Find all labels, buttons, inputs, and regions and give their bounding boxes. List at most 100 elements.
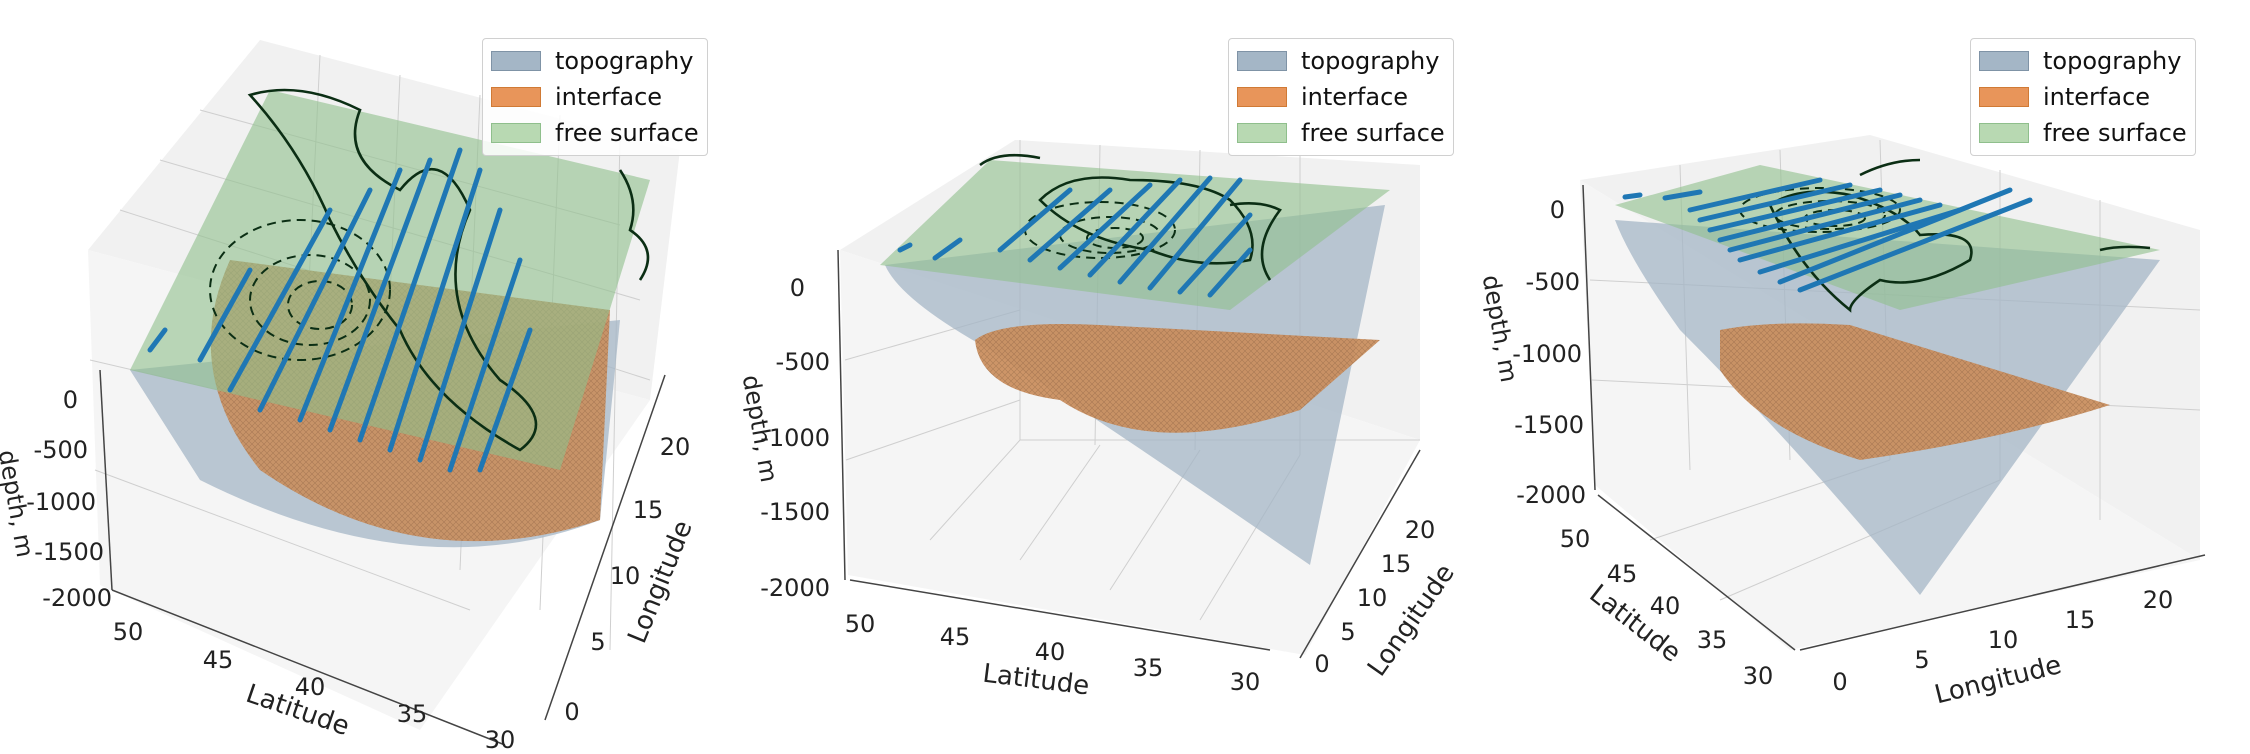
- legend-swatch-topography: [491, 51, 541, 71]
- panel-2-y-tick-4: 20: [1405, 516, 1436, 544]
- panel-1-streamlines: [147, 147, 533, 473]
- panel-2: 0 -500 -1000 -1500 -2000 depth, m 50 45 …: [737, 140, 1461, 701]
- legend-label: interface: [1301, 83, 1409, 111]
- panel-1-z-tick-0: 0: [63, 386, 78, 414]
- panel-2-z-tick-2: -1000: [760, 424, 830, 452]
- panel-1-z-axis: [99, 369, 113, 591]
- panel-2-z-tick-0: 0: [790, 274, 805, 302]
- panel-2-x-axis: [849, 579, 1271, 651]
- panel-2-x-tick-2: 40: [1035, 638, 1066, 666]
- panel-1-contours: [247, 88, 650, 452]
- panel-3-x-tick-4: 30: [1743, 662, 1774, 690]
- panel-1-z-tick-2: -1000: [26, 488, 96, 516]
- panel-1-z-tick-3: -1500: [34, 538, 104, 566]
- panel-3-y-tick-0: 0: [1832, 668, 1847, 696]
- legend-entry-interface: interface: [491, 79, 699, 115]
- legend-label: interface: [555, 83, 663, 111]
- panel-2-x-tick-3: 35: [1133, 654, 1164, 682]
- panel-3-y-tick-2: 10: [1988, 626, 2019, 654]
- panel-1-y-tick-3: 15: [633, 496, 664, 524]
- panel-2-y-axis: [1299, 449, 1421, 659]
- panel-1-x-tick-2: 40: [295, 673, 326, 701]
- panel-3-z-tick-0: 0: [1550, 196, 1565, 224]
- panel-3-y-label: Longitude: [1932, 650, 2065, 710]
- panel-3-y-tick-4: 20: [2143, 586, 2174, 614]
- legend-label: interface: [2043, 83, 2151, 111]
- legend-label: free surface: [555, 119, 699, 147]
- panel-3-z-tick-3: -1500: [1514, 411, 1584, 439]
- legend-entry-interface: interface: [1237, 79, 1445, 115]
- panel-2-interface: [975, 324, 1380, 433]
- panel-1: 0 -500 -1000 -1500 -2000 depth, m 50 45 …: [0, 40, 699, 754]
- panel-1-y-axis: [544, 374, 666, 721]
- panel-2-y-tick-1: 5: [1340, 618, 1355, 646]
- legend-swatch-free-surface: [491, 123, 541, 143]
- legend-swatch-interface: [1979, 87, 2029, 107]
- legend-entry-free-surface: free surface: [1979, 115, 2187, 151]
- panel-2-free-surface: [880, 160, 1390, 310]
- panel-2-x-tick-0: 50: [845, 610, 876, 638]
- panel-3-x-tick-0: 50: [1560, 525, 1591, 553]
- panel-2-y-tick-0: 0: [1314, 650, 1329, 678]
- panel-1-y-tick-1: 5: [590, 628, 605, 656]
- legend-entry-free-surface: free surface: [1237, 115, 1445, 151]
- panel-3-y-tick-1: 5: [1914, 646, 1929, 674]
- panel-3: 0 -500 -1000 -1500 -2000 depth, m 50 45 …: [1477, 135, 2206, 710]
- legend-swatch-free-surface: [1237, 123, 1287, 143]
- panel-1-dashed-contours: [209, 219, 391, 361]
- panel-3-z-tick-1: -500: [1526, 268, 1580, 296]
- panel-1-x-axis: [111, 589, 506, 746]
- legend-entry-topography: topography: [1237, 43, 1445, 79]
- panel-2-y-label: Longitude: [1362, 559, 1461, 682]
- legend-entry-topography: topography: [1979, 43, 2187, 79]
- panel-1-legend: topography interface free surface: [482, 38, 708, 156]
- legend-swatch-topography: [1979, 51, 2029, 71]
- legend-entry-free-surface: free surface: [491, 115, 699, 151]
- legend-label: free surface: [2043, 119, 2187, 147]
- panel-3-x-axis: [1597, 494, 1796, 651]
- legend-swatch-topography: [1237, 51, 1287, 71]
- legend-swatch-interface: [491, 87, 541, 107]
- panel-3-y-tick-3: 15: [2065, 606, 2096, 634]
- legend-swatch-interface: [1237, 87, 1287, 107]
- panel-3-interface: [1720, 323, 2110, 460]
- panel-2-legend: topography interface free surface: [1228, 38, 1454, 156]
- legend-label: free surface: [1301, 119, 1445, 147]
- panel-2-z-axis: [837, 249, 846, 581]
- panel-2-streamlines: [897, 175, 1253, 298]
- panel-2-y-tick-2: 10: [1357, 584, 1388, 612]
- panel-3-x-tick-2: 40: [1650, 592, 1681, 620]
- panel-3-legend: topography interface free surface: [1970, 38, 2196, 156]
- panel-3-x-tick-1: 45: [1607, 560, 1638, 588]
- legend-label: topography: [1301, 47, 1440, 75]
- panel-1-x-tick-3: 35: [397, 700, 428, 728]
- panel-3-z-tick-4: -2000: [1516, 481, 1586, 509]
- panel-3-z-label: depth, m: [1477, 273, 1523, 385]
- panel-3-y-axis: [1799, 554, 2206, 651]
- legend-label: topography: [555, 47, 694, 75]
- panel-1-x-tick-4: 30: [485, 726, 516, 750]
- panel-1-z-tick-1: -500: [34, 436, 88, 464]
- panel-2-x-tick-4: 30: [1230, 668, 1261, 696]
- panel-1-y-tick-0: 0: [564, 698, 579, 726]
- panel-2-z-tick-1: -500: [776, 348, 830, 376]
- legend-entry-topography: topography: [491, 43, 699, 79]
- panel-2-x-tick-1: 45: [940, 623, 971, 651]
- panel-1-y-tick-4: 20: [660, 433, 691, 461]
- panel-1-y-tick-2: 10: [610, 562, 641, 590]
- legend-swatch-free-surface: [1979, 123, 2029, 143]
- legend-label: topography: [2043, 47, 2182, 75]
- panel-1-x-tick-1: 45: [203, 646, 234, 674]
- panel-1-x-tick-0: 50: [113, 618, 144, 646]
- panel-3-z-tick-2: -1000: [1512, 340, 1582, 368]
- panel-3-streamlines: [1622, 177, 2033, 293]
- panel-3-z-axis: [1582, 184, 1596, 491]
- panel-1-z-tick-4: -2000: [42, 584, 112, 612]
- panel-1-free-surface: [130, 90, 650, 470]
- panel-3-x-tick-3: 35: [1697, 626, 1728, 654]
- panel-2-z-tick-4: -2000: [760, 574, 830, 602]
- panel-2-z-tick-3: -1500: [760, 498, 830, 526]
- panel-2-y-tick-3: 15: [1381, 550, 1412, 578]
